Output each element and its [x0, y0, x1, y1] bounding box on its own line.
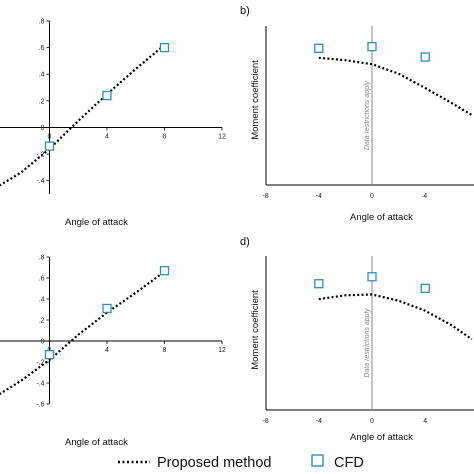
cfd-marker	[102, 90, 112, 101]
y-tick-label: .6	[39, 276, 45, 283]
x-tick-label: 12	[218, 347, 226, 354]
cfd-marker	[44, 349, 55, 360]
cfd-marker	[314, 279, 324, 289]
cfd-marker	[159, 42, 170, 53]
y-tick-label: .2	[39, 318, 45, 325]
x-tick-label: 8	[163, 133, 167, 140]
y-tick-label: .4	[39, 297, 45, 304]
x-tick-label: -4	[316, 193, 322, 200]
legend-proposed-label: Proposed method	[157, 455, 271, 471]
proposed-method-line	[318, 293, 473, 341]
data-restrictions-watermark: Data restrictions apply	[364, 308, 371, 378]
proposed-method-line	[0, 44, 166, 187]
cfd-marker	[314, 43, 324, 53]
panel-d-moment-bottom: -8 -4 0 4 Angle of attack d) Moment coefficien…	[240, 236, 474, 443]
legend-cfd-marker	[311, 454, 324, 467]
panel-label: b)	[240, 5, 250, 17]
x-tick-label: 12	[218, 133, 226, 140]
y-tick-label: 0	[41, 125, 45, 132]
y-axis-title: Moment coefficient	[250, 290, 261, 370]
y-tick-label: -.2	[36, 360, 44, 367]
cfd-marker	[44, 141, 55, 151]
x-tick-label: -8	[262, 418, 268, 425]
legend: Proposed method CFD	[118, 454, 364, 471]
cfd-marker	[102, 303, 112, 314]
x-tick-label: 4	[105, 133, 109, 140]
x-tick-label: 4	[423, 418, 427, 425]
x-axis-title: Angle of attack	[65, 437, 128, 448]
cfd-marker	[367, 272, 377, 282]
panel-a-lift-top: -.4-.20.2.4.6.8-404812Angle of attack	[0, 19, 226, 228]
proposed-method-line	[318, 56, 473, 116]
y-tick-label: -.4	[36, 381, 44, 388]
x-tick-label: -8	[262, 193, 268, 200]
x-tick-label: 4	[423, 193, 427, 200]
y-tick-label: -.2	[36, 152, 44, 159]
x-tick-label: 8	[163, 347, 167, 354]
cfd-marker	[420, 283, 430, 293]
y-tick-label: .6	[39, 45, 45, 52]
y-tick-label: -.6	[36, 402, 44, 409]
y-tick-label: .8	[39, 19, 45, 26]
x-tick-label: 0	[370, 193, 374, 200]
panel-b-moment-top: -8 -4 0 4 Angle of attack b) Moment coefficien…	[240, 5, 474, 223]
x-axis-title: Angle of attack	[350, 212, 413, 223]
x-tick-label: 0	[370, 418, 374, 425]
y-tick-label: .4	[39, 72, 45, 79]
x-tick-label: 0	[48, 133, 52, 140]
y-tick-label: .8	[39, 255, 45, 262]
y-tick-label: -.4	[36, 178, 44, 185]
cfd-marker	[159, 265, 170, 276]
panel-c-lift-bottom: -.6-.4-.20.2.4.6.8-404812Angle of attack	[0, 255, 226, 448]
data-restrictions-watermark: Data restrictions apply	[364, 80, 371, 150]
y-axis-title: Moment coefficient	[250, 60, 261, 140]
cfd-marker	[367, 42, 377, 52]
y-tick-label: .2	[39, 98, 45, 105]
x-tick-label: -4	[316, 418, 322, 425]
panel-label: d)	[240, 236, 250, 248]
cfd-marker	[420, 52, 430, 62]
y-tick-label: 0	[41, 339, 45, 346]
proposed-method-line	[0, 270, 166, 396]
x-axis-title: Angle of attack	[65, 217, 128, 228]
x-axis-title: Angle of attack	[350, 432, 413, 443]
legend-cfd-label: CFD	[334, 455, 364, 471]
x-tick-label: 4	[105, 347, 109, 354]
